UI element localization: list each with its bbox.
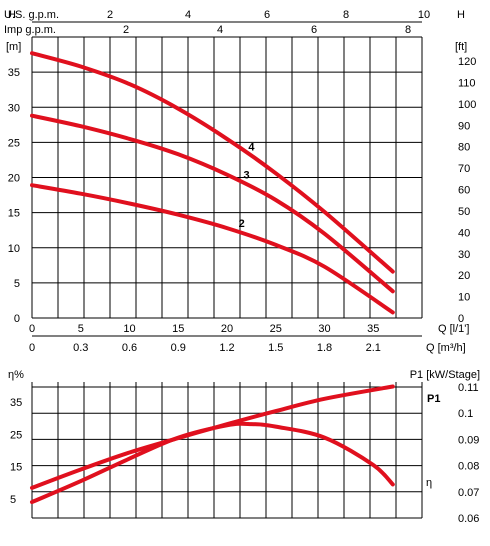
labels-layer: U.S. g.p.m. 2 4 6 8 10 Imp g.p.m. 2 4 6 8 H [m] 0 5 10 1…: [4, 9, 480, 525]
power-curve: [30, 384, 395, 490]
head-ft-tick-label: 20: [458, 270, 470, 282]
head-m-tick-label: 0: [14, 313, 20, 325]
m3h-tick-label: 0.9: [171, 342, 186, 354]
power-tick-label: 0.08: [458, 461, 479, 473]
lpm-tick-label: 20: [221, 323, 233, 335]
efficiency-tick-label: 5: [10, 494, 16, 506]
power-tick-label: 0.06: [458, 513, 479, 525]
power-axis-title: P1 [kW/Stage]: [410, 369, 480, 381]
head-curve-stage-3: [30, 113, 395, 294]
m3h-tick-label: 1.8: [317, 342, 332, 354]
lpm-axis-label: Q [l/1']: [438, 323, 469, 335]
impgpm-tick-label: 2: [123, 24, 129, 36]
lpm-tick-label: 0: [29, 323, 35, 335]
power-series-label: P1: [427, 393, 440, 405]
head-ft-tick-label: 110: [458, 77, 476, 89]
usgpm-tick-label: 10: [418, 9, 430, 21]
head-curve-stage-4: [30, 51, 395, 274]
usgpm-axis-label: U.S. g.p.m.: [4, 9, 59, 21]
efficiency-chart-grid: [31, 382, 423, 519]
lpm-tick-label: 10: [123, 323, 135, 335]
head-ft-tick-label: 80: [458, 142, 470, 154]
power-tick-label: 0.07: [458, 487, 479, 499]
head-m-axis-title: H: [8, 9, 16, 21]
series-label-stage-3: 3: [243, 169, 249, 181]
m3h-tick-label: 0.6: [122, 342, 137, 354]
series-label-stage-2: 2: [239, 218, 245, 230]
efficiency-tick-label: 15: [10, 462, 22, 474]
efficiency-tick-label: 25: [10, 429, 22, 441]
impgpm-tick-label: 8: [405, 24, 411, 36]
lpm-tick-label: 5: [78, 323, 84, 335]
head-ft-tick-label: 10: [458, 292, 470, 304]
m3h-tick-label: 2.1: [366, 342, 381, 354]
lpm-tick-label: 30: [318, 323, 330, 335]
usgpm-tick-label: 2: [107, 9, 113, 21]
head-ft-tick-label: 40: [458, 227, 470, 239]
head-m-tick-label: 35: [8, 67, 20, 79]
head-ft-tick-label: 60: [458, 185, 470, 197]
m3h-tick-label: 0.3: [73, 342, 88, 354]
efficiency-tick-label: 35: [10, 397, 22, 409]
lpm-tick-label: 15: [172, 323, 184, 335]
impgpm-tick-label: 6: [311, 24, 317, 36]
m3h-tick-label: 1.5: [268, 342, 283, 354]
head-m-tick-label: 30: [8, 102, 20, 114]
efficiency-series-label: η: [426, 477, 432, 489]
m3h-tick-label: 0: [29, 342, 35, 354]
impgpm-axis-label: Imp g.p.m.: [4, 24, 56, 36]
lpm-tick-label: 35: [367, 323, 379, 335]
lpm-tick-label: 25: [270, 323, 282, 335]
head-ft-tick-label: 100: [458, 99, 476, 111]
head-ft-tick-label: 120: [458, 56, 476, 68]
m3h-tick-label: 1.2: [219, 342, 234, 354]
power-tick-label: 0.1: [458, 408, 473, 420]
head-ft-tick-label: 50: [458, 206, 470, 218]
head-m-tick-label: 25: [8, 137, 20, 149]
head-m-tick-label: 10: [8, 243, 20, 255]
head-ft-tick-label: 0: [458, 313, 464, 325]
usgpm-tick-label: 8: [343, 9, 349, 21]
impgpm-tick-label: 4: [217, 24, 223, 36]
series-label-stage-4: 4: [248, 141, 255, 153]
head-curve-stage-2: [30, 183, 395, 315]
head-ft-axis-unit: [ft]: [455, 41, 467, 53]
head-ft-tick-label: 90: [458, 120, 470, 132]
curves-layer: [30, 51, 395, 505]
efficiency-curve: [30, 421, 395, 505]
head-m-tick-label: 20: [8, 173, 20, 185]
usgpm-tick-label: 4: [185, 9, 191, 21]
head-m-axis-unit: [m]: [6, 41, 21, 53]
head-m-tick-label: 15: [8, 208, 20, 220]
efficiency-axis-title: η%: [8, 369, 24, 381]
head-ft-tick-label: 30: [458, 249, 470, 261]
head-m-tick-label: 5: [14, 278, 20, 290]
usgpm-tick-label: 6: [264, 9, 270, 21]
head-ft-tick-label: 70: [458, 163, 470, 175]
m3h-axis-label: Q [m³/h]: [426, 342, 466, 354]
power-tick-label: 0.09: [458, 434, 479, 446]
head-ft-axis-title: H: [457, 9, 465, 21]
power-tick-label: 0.11: [458, 382, 479, 394]
